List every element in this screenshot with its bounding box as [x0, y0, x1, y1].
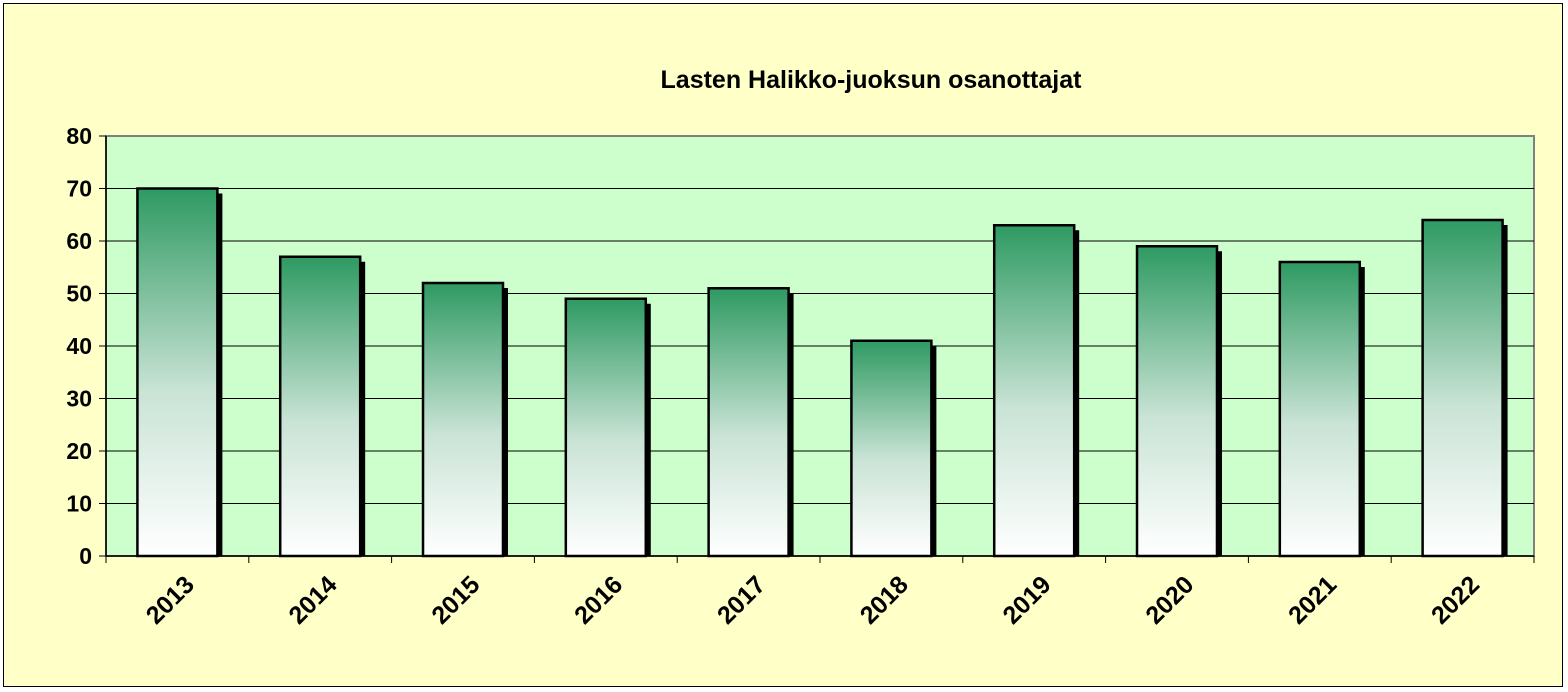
y-tick-label: 20 [66, 438, 92, 464]
x-tick-label: 2021 [1283, 571, 1342, 630]
bar-2020 [1135, 245, 1219, 558]
y-tick-label: 0 [79, 543, 92, 569]
x-tick-label: 2019 [997, 571, 1056, 630]
bar-2021 [1278, 260, 1362, 558]
x-tick-label: 2015 [426, 571, 485, 630]
y-tick-label: 80 [66, 123, 92, 149]
bar-2022 [1421, 218, 1504, 558]
x-tick-label: 2014 [283, 571, 342, 630]
bar-2013 [136, 187, 219, 558]
bar-2014 [278, 255, 362, 558]
y-tick-label: 40 [66, 333, 92, 359]
y-axis: 0 10 20 30 40 50 60 70 80 [66, 123, 107, 569]
y-tick-label: 60 [66, 228, 92, 254]
x-axis: 2013 2014 2015 2016 2017 2018 2019 2020 2021 2022 [105, 555, 1535, 630]
x-tick-label: 2017 [712, 571, 771, 630]
x-tick-label: 2022 [1426, 571, 1485, 630]
bar-2017 [707, 287, 790, 558]
bars [136, 187, 1508, 558]
y-tick-label: 10 [66, 491, 92, 517]
y-tick-label: 30 [66, 386, 92, 412]
y-tick-label: 70 [66, 176, 92, 202]
bar-2015 [421, 281, 505, 558]
bar-2019 [992, 224, 1076, 558]
bar-2018 [850, 339, 933, 558]
chart-title: Lasten Halikko-juoksun osanottajat [661, 66, 1083, 94]
y-tick-label: 50 [66, 281, 92, 307]
bar-2016 [564, 297, 648, 558]
x-tick-label: 2016 [569, 571, 628, 630]
x-tick-label: 2020 [1140, 571, 1199, 630]
x-tick-label: 2018 [855, 571, 914, 630]
x-tick-label: 2013 [141, 571, 200, 630]
